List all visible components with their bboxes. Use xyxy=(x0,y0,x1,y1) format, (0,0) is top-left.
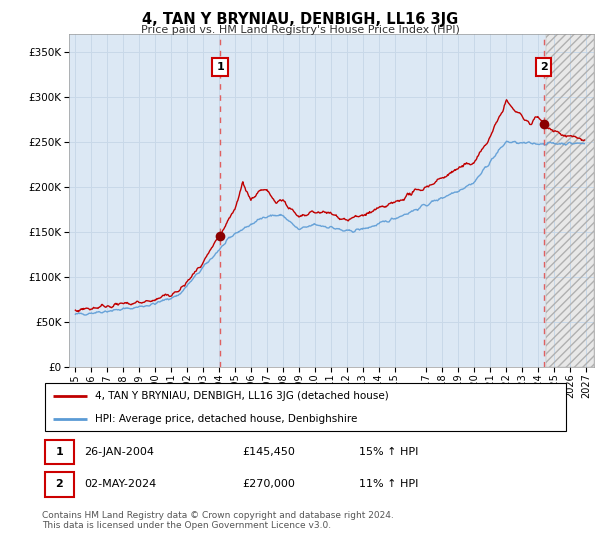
Bar xyxy=(546,34,594,367)
Text: 2: 2 xyxy=(55,479,63,489)
FancyBboxPatch shape xyxy=(44,472,74,497)
FancyBboxPatch shape xyxy=(44,384,566,431)
Text: 02-MAY-2024: 02-MAY-2024 xyxy=(84,479,157,489)
Text: 1: 1 xyxy=(55,447,63,458)
Text: 1: 1 xyxy=(216,62,224,72)
Text: Contains HM Land Registry data © Crown copyright and database right 2024.
This d: Contains HM Land Registry data © Crown c… xyxy=(42,511,394,530)
Text: 15% ↑ HPI: 15% ↑ HPI xyxy=(359,447,418,458)
Text: 2: 2 xyxy=(539,62,547,72)
Text: £270,000: £270,000 xyxy=(242,479,296,489)
Text: Price paid vs. HM Land Registry's House Price Index (HPI): Price paid vs. HM Land Registry's House … xyxy=(140,25,460,35)
Bar xyxy=(546,34,594,367)
Text: 11% ↑ HPI: 11% ↑ HPI xyxy=(359,479,418,489)
Text: £145,450: £145,450 xyxy=(242,447,296,458)
Text: 4, TAN Y BRYNIAU, DENBIGH, LL16 3JG: 4, TAN Y BRYNIAU, DENBIGH, LL16 3JG xyxy=(142,12,458,27)
Text: HPI: Average price, detached house, Denbighshire: HPI: Average price, detached house, Denb… xyxy=(95,414,357,424)
FancyBboxPatch shape xyxy=(44,440,74,464)
Text: 4, TAN Y BRYNIAU, DENBIGH, LL16 3JG (detached house): 4, TAN Y BRYNIAU, DENBIGH, LL16 3JG (det… xyxy=(95,391,389,401)
Text: 26-JAN-2004: 26-JAN-2004 xyxy=(84,447,154,458)
